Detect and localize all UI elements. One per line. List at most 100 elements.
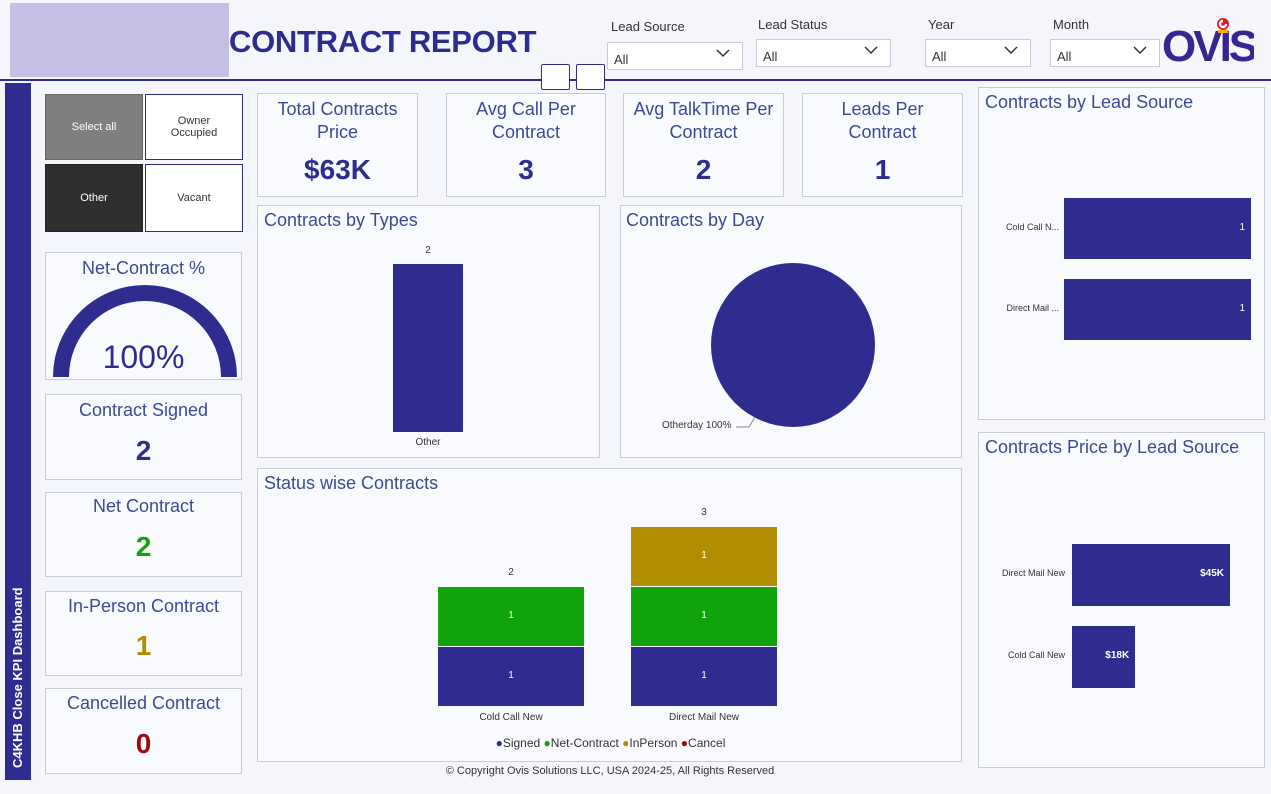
price-by-lead-source-chart: $45K Direct Mail New $18K Cold Call New (979, 433, 1266, 769)
avg-talktime-card: Avg TalkTime Per Contract 2 (623, 93, 784, 197)
contracts-by-lead-source-chart: 1 Cold Call N... 1 Direct Mail ... (979, 88, 1266, 421)
hbar-value-label: $45K (1200, 568, 1224, 579)
avg-talktime-value: 2 (695, 154, 712, 185)
legend-dot-signed: ● (495, 736, 503, 750)
cancelled-card: Cancelled Contract 0 (45, 688, 242, 774)
avg-call-title: Avg Call Per Contract (476, 99, 576, 142)
x-tick-label: Cold Call New (479, 712, 543, 723)
chart-title: Contracts by Lead Source (985, 92, 1194, 112)
legend-label-net-contract: Net-Contract (550, 736, 619, 750)
lead-status-value: All (763, 49, 778, 64)
side-label-container: C4KHB Close KPI Dashboard (5, 83, 31, 780)
month-dropdown[interactable]: All (1050, 39, 1160, 67)
in-person-title: In-Person Contract (67, 596, 220, 616)
legend-dot-inperson: ● (622, 736, 630, 750)
year-dropdown[interactable]: All (925, 39, 1031, 67)
bar-segment-signed (438, 647, 584, 706)
hbar (1064, 198, 1251, 259)
filter-label-month: Month (1053, 17, 1090, 32)
cancelled-value: 0 (135, 728, 152, 759)
status-wise-card: Status wise Contracts 1 1 2 Cold Call New 1 1… (257, 468, 962, 762)
month-value: All (1057, 49, 1072, 64)
segment-label: 1 (508, 670, 514, 681)
legend-label-inperson: InPerson (629, 736, 678, 750)
dashboard-side-label: C4KHB Close KPI Dashboard (10, 587, 25, 768)
slicer-label: Select all (71, 121, 117, 133)
leads-per-title: Leads Per Contract (841, 99, 924, 142)
contracts-by-day-card: Contracts by Day Otherday 100% (620, 205, 962, 458)
pie-slice-otherday (711, 263, 875, 427)
chart-title: Status wise Contracts (264, 473, 439, 493)
hbar-value-label: 1 (1239, 221, 1245, 233)
gauge-chart (53, 285, 237, 377)
contract-signed-card: Contract Signed 2 (45, 394, 242, 480)
segment-label: 1 (508, 610, 514, 621)
avg-talktime-title: Avg TalkTime Per Contract (633, 99, 774, 142)
segment-label: 1 (701, 670, 707, 681)
contracts-by-lead-source-card: Contracts by Lead Source 1 Cold Call N...… (978, 87, 1265, 420)
page-title: CONTRACT REPORT (229, 24, 537, 59)
chevron-down-icon (1133, 46, 1147, 55)
pie-label: Otherday 100% (662, 420, 732, 431)
avg-call-value: 3 (518, 154, 534, 185)
data-label: 2 (425, 245, 431, 256)
filter-label-lead-source: Lead Source (611, 19, 685, 34)
total-label: 3 (701, 507, 707, 518)
chart-title: Contracts by Types (264, 210, 418, 230)
contracts-by-day-chart: Otherday 100% (662, 263, 875, 431)
net-contract-pct-card: Net-Contract % 100% (45, 252, 242, 380)
bar-other (393, 264, 463, 432)
copyright-text: © Copyright Ovis Solutions LLC, USA 2024… (445, 765, 775, 777)
hbar (1064, 279, 1251, 340)
legend-label-signed: Signed (502, 736, 541, 750)
pie-leader-line (736, 416, 756, 428)
chevron-down-icon (1004, 46, 1018, 55)
contract-signed-value: 2 (135, 435, 152, 466)
y-tick-label: Direct Mail ... (1006, 302, 1059, 313)
nav-button-right[interactable] (576, 64, 605, 90)
filter-label-year: Year (928, 17, 955, 32)
net-contract-title: Net Contract (92, 496, 195, 516)
hbar-value-label: $18K (1105, 650, 1130, 661)
ovis-logo: OVIS (1162, 18, 1254, 64)
chevron-down-icon (716, 49, 730, 58)
slicer-other[interactable]: Other (45, 164, 143, 232)
bar-segment-net-contract (438, 587, 584, 646)
total-label: 2 (508, 567, 514, 578)
slicer-vacant[interactable]: Vacant (145, 164, 243, 232)
x-tick-label: Direct Mail New (668, 712, 739, 723)
filter-label-lead-status: Lead Status (758, 17, 828, 32)
contract-signed-title: Contract Signed (78, 400, 209, 420)
y-tick-label: Cold Call New (1007, 650, 1065, 660)
contracts-by-types-card: Contracts by Types 2 Other (257, 205, 600, 458)
slicer-select-all[interactable]: Select all (45, 94, 143, 160)
avg-call-card: Avg Call Per Contract 3 (446, 93, 606, 197)
logo-placeholder (10, 3, 229, 77)
slicer-owner-occupied[interactable]: Owner Occupied (145, 94, 243, 160)
lead-source-dropdown[interactable]: All (607, 42, 743, 70)
slicer-label: Vacant (177, 192, 211, 204)
net-contract-pct-title: Net-Contract % (81, 258, 206, 278)
net-contract-value: 2 (135, 531, 152, 562)
bar-segment-inperson (631, 527, 777, 586)
slicer-label: Other (80, 192, 108, 204)
lead-status-dropdown[interactable]: All (756, 39, 891, 67)
legend-dot-net-contract: ● (543, 736, 551, 750)
nav-button-left[interactable] (541, 64, 570, 90)
year-value: All (932, 49, 947, 64)
total-price-card: Total Contracts Price $63K (257, 93, 418, 197)
status-wise-chart: 1 1 2 Cold Call New 1 1 1 3 Direct Mail New (258, 469, 963, 763)
chevron-down-icon (864, 46, 878, 55)
segment-label: 1 (701, 610, 707, 621)
leads-per-card: Leads Per Contract 1 (802, 93, 963, 197)
hbar-value-label: 1 (1239, 302, 1245, 314)
lead-source-value: All (614, 52, 629, 67)
price-by-lead-source-card: Contracts Price by Lead Source $45K Direc… (978, 432, 1265, 768)
in-person-card: In-Person Contract 1 (45, 591, 242, 676)
total-price-title: Total Contracts Price (277, 99, 398, 142)
legend-label-cancel: Cancel (688, 736, 726, 750)
net-contract-card: Net Contract 2 (45, 492, 242, 577)
bar-segment-signed (631, 647, 777, 706)
segment-label: 1 (701, 550, 707, 561)
legend: ●Signed ●Net-Contract ●InPerson ●Cancel (258, 736, 963, 750)
